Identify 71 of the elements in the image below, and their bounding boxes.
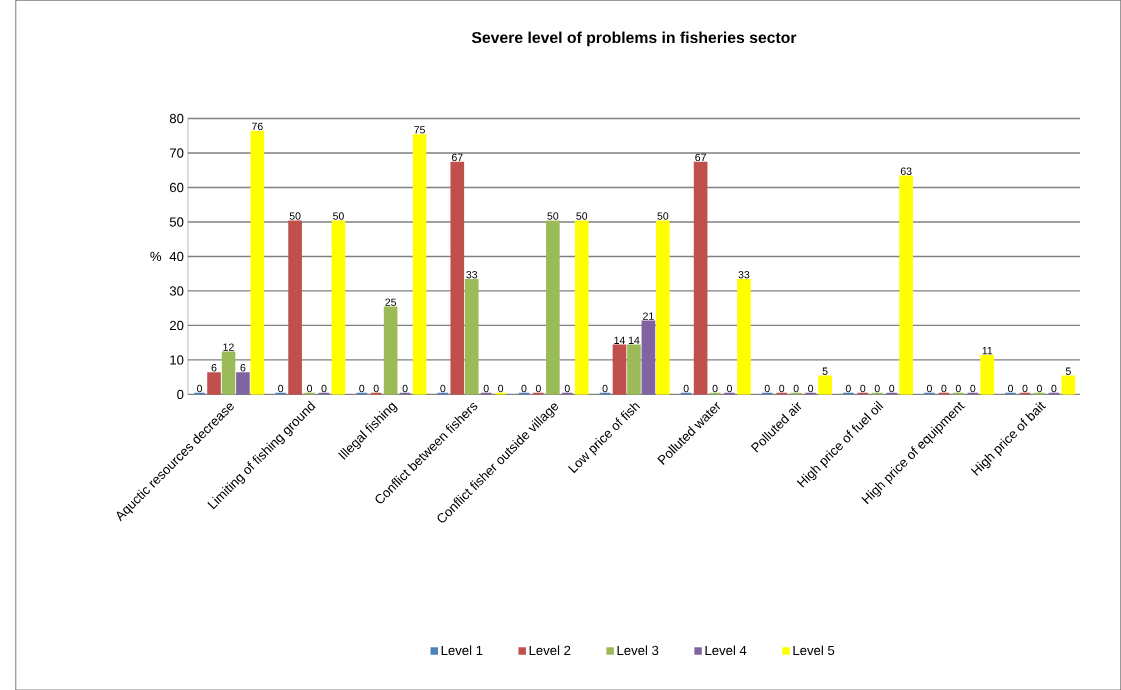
data-label: 0 xyxy=(197,384,203,393)
data-label: 0 xyxy=(926,384,932,393)
data-label: 0 xyxy=(1022,384,1028,393)
data-label: 0 xyxy=(712,384,718,393)
y-tick-label: 20 xyxy=(169,320,184,330)
data-label: 0 xyxy=(321,384,327,393)
data-label: 0 xyxy=(602,384,608,393)
data-label: 14 xyxy=(628,336,640,344)
y-axis-title: % xyxy=(150,251,162,261)
data-label: 0 xyxy=(483,384,489,393)
data-label: 33 xyxy=(466,270,478,279)
data-label: 0 xyxy=(402,384,408,393)
data-label: 6 xyxy=(240,363,246,372)
data-label: 0 xyxy=(860,384,866,393)
data-label: 0 xyxy=(440,384,446,393)
data-label: 76 xyxy=(252,122,263,130)
data-label: 0 xyxy=(535,384,541,393)
data-label: 0 xyxy=(373,384,379,393)
y-tick-label: 40 xyxy=(169,251,184,261)
data-label: 0 xyxy=(683,384,689,393)
data-label: 11 xyxy=(982,346,993,355)
data-label: 67 xyxy=(451,153,463,161)
data-label: 0 xyxy=(564,384,570,393)
data-label: 0 xyxy=(764,384,770,393)
data-label: 6 xyxy=(211,363,217,372)
data-label: 50 xyxy=(576,212,588,220)
data-label: 0 xyxy=(779,384,785,393)
data-label: 0 xyxy=(1008,384,1014,393)
data-label: 50 xyxy=(333,212,344,220)
legend-label: Level 1 xyxy=(441,645,483,655)
data-label: 25 xyxy=(385,298,397,306)
data-label: 67 xyxy=(695,153,706,161)
data-label: 63 xyxy=(900,167,912,175)
data-label: 0 xyxy=(889,384,895,393)
data-label: 0 xyxy=(941,384,947,393)
y-tick-label: 50 xyxy=(169,217,184,227)
chart-title: Severe level of problems in fisheries sector xyxy=(471,31,797,47)
y-tick-label: 30 xyxy=(169,286,184,296)
data-label: 0 xyxy=(793,384,799,393)
data-label: 50 xyxy=(657,212,669,220)
data-label: 50 xyxy=(547,212,559,220)
data-label: 75 xyxy=(414,126,425,134)
y-tick-label: 80 xyxy=(169,113,184,124)
data-label: 0 xyxy=(498,384,504,393)
data-label: 0 xyxy=(307,384,313,393)
data-label: 0 xyxy=(874,384,880,393)
data-label: 0 xyxy=(278,384,284,393)
data-label: 14 xyxy=(614,336,626,344)
data-label: 21 xyxy=(643,312,654,320)
data-label: 0 xyxy=(1036,384,1042,393)
data-label: 5 xyxy=(822,367,828,375)
data-label: 0 xyxy=(521,384,527,393)
data-label: 12 xyxy=(223,343,234,351)
data-label: 0 xyxy=(845,384,851,393)
y-tick-label: 0 xyxy=(177,389,184,399)
data-label: 0 xyxy=(726,384,733,393)
legend-label: Level 4 xyxy=(705,645,747,655)
data-label: 0 xyxy=(955,384,961,393)
data-label: 0 xyxy=(359,384,365,393)
legend-label: Level 2 xyxy=(529,645,571,655)
data-label: 5 xyxy=(1065,367,1071,375)
y-tick-label: 60 xyxy=(169,182,184,192)
data-label: 0 xyxy=(970,384,976,393)
y-tick-label: 10 xyxy=(170,355,184,365)
data-label: 0 xyxy=(808,384,814,393)
legend-label: Level 5 xyxy=(793,645,835,655)
data-label: 0 xyxy=(1051,384,1057,393)
data-label: 33 xyxy=(738,270,750,279)
legend-label: Level 3 xyxy=(617,645,659,655)
data-label: 50 xyxy=(289,212,301,220)
y-tick-label: 70 xyxy=(169,148,184,158)
